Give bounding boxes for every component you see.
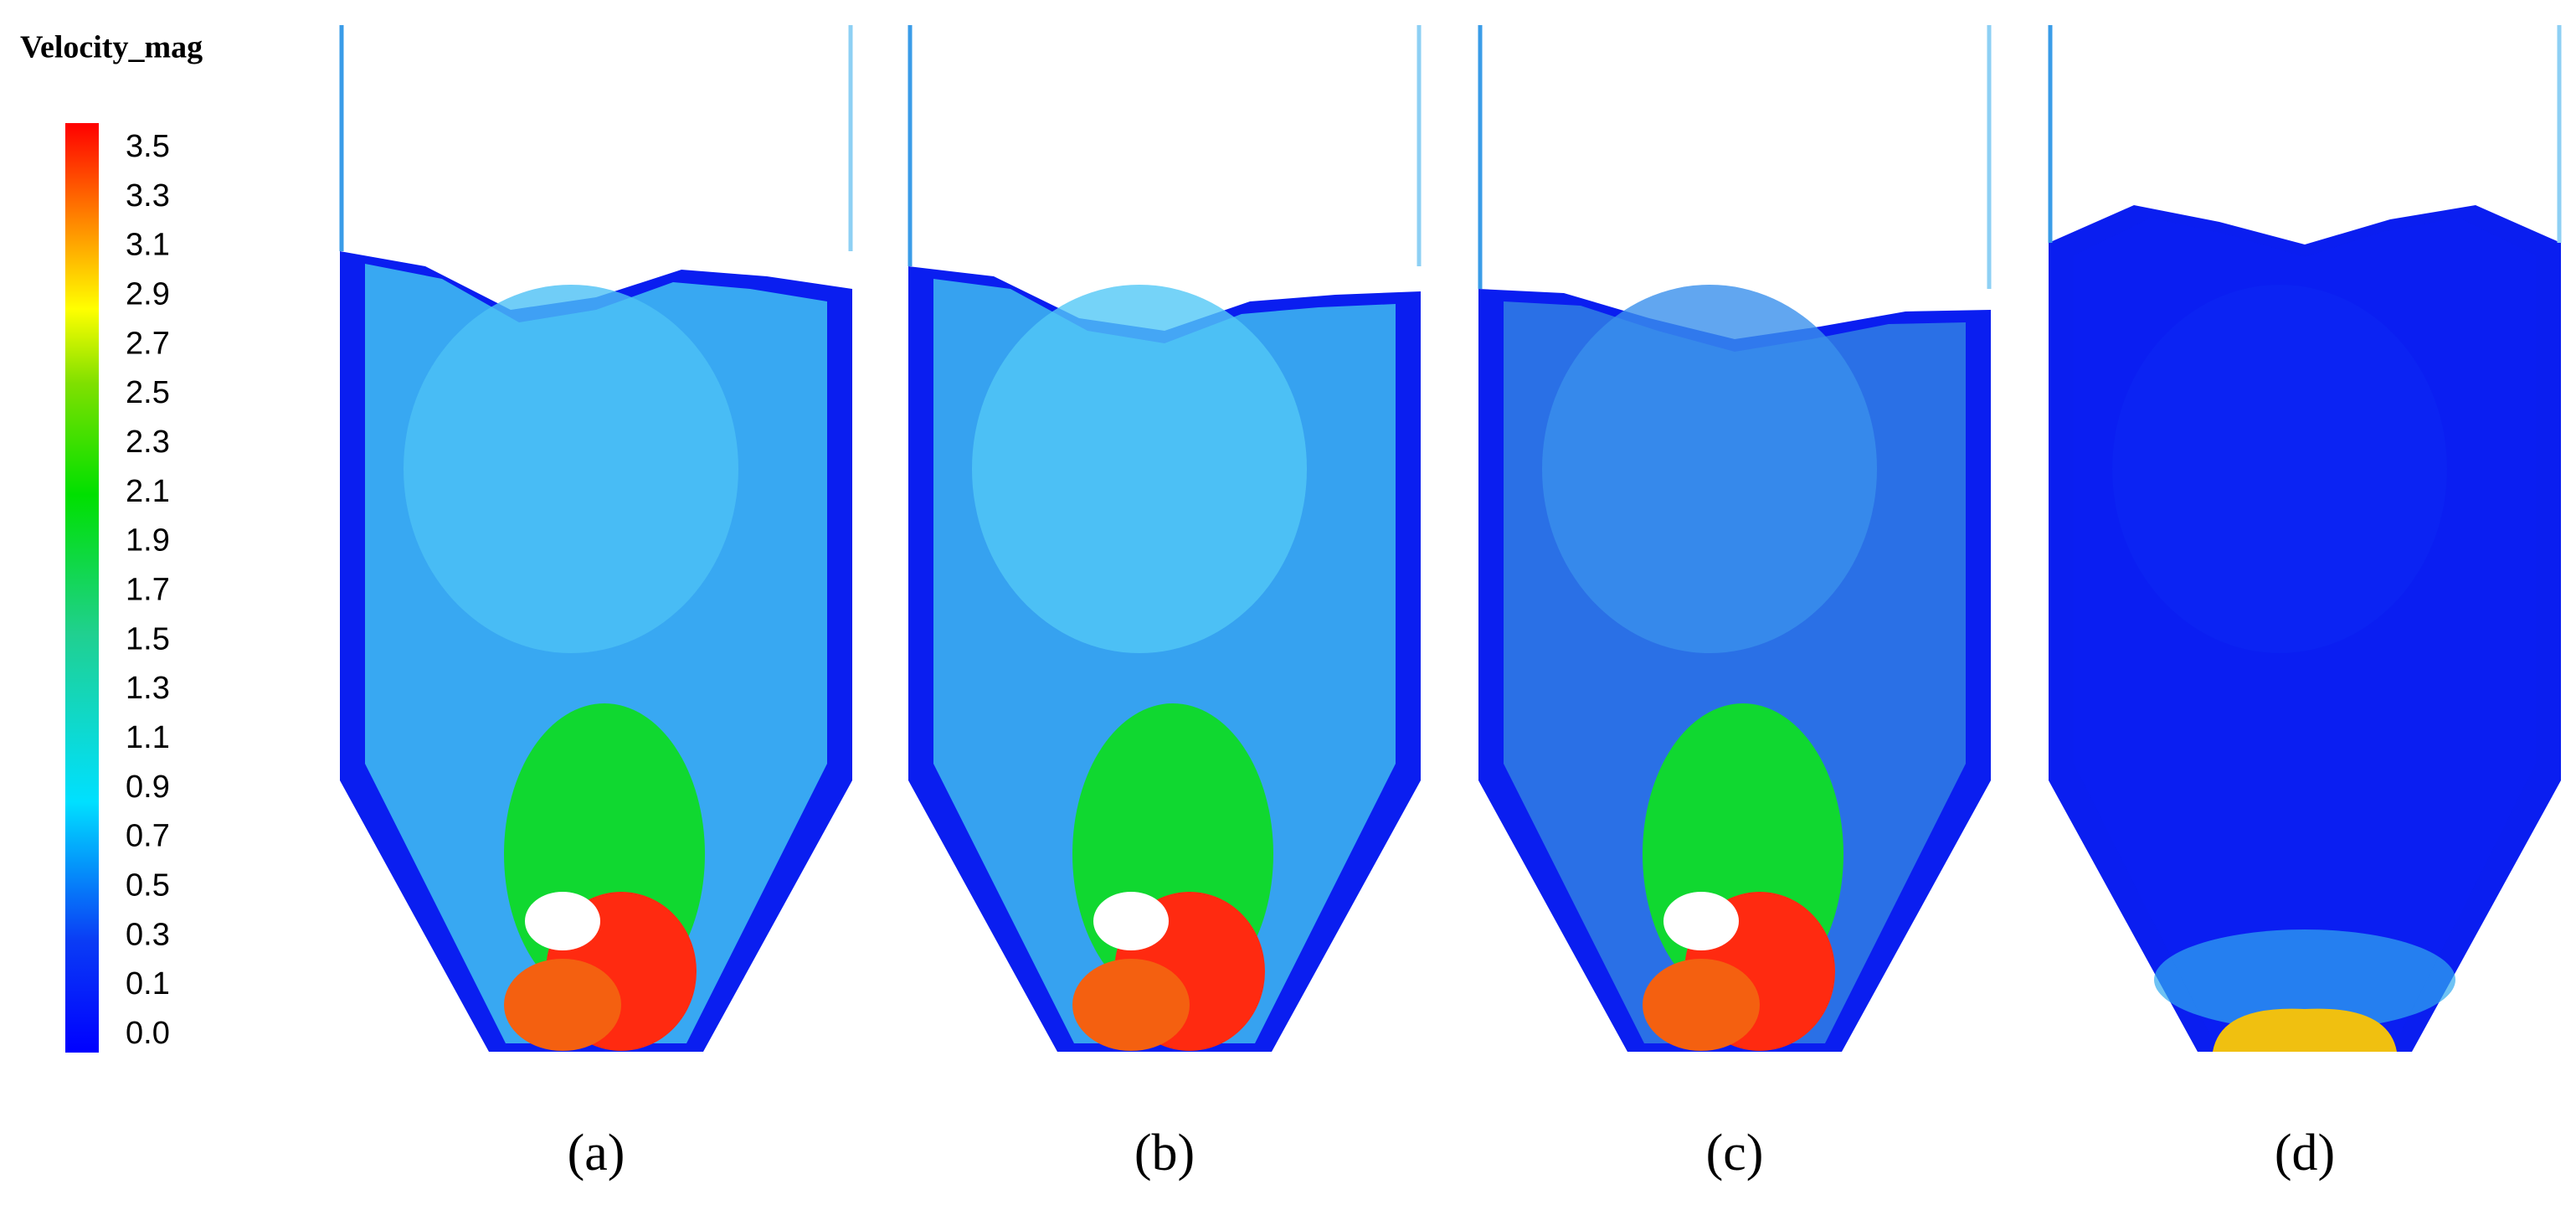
colorbar-label: 1.9: [126, 523, 170, 559]
colorbar: [65, 123, 99, 1053]
colorbar-label: 3.1: [126, 228, 170, 263]
panel-label: (c): [1706, 1125, 1764, 1182]
colorbar-label: 0.0: [126, 1016, 170, 1051]
flow-zone: [1643, 959, 1760, 1051]
silo-core-light: [1542, 285, 1877, 653]
panel-label: (b): [1134, 1125, 1195, 1182]
flow-zone: [1663, 892, 1739, 950]
colorbar-label: 2.1: [126, 474, 170, 509]
silo-core-light: [972, 285, 1307, 653]
flow-zone: [2154, 929, 2455, 1030]
colorbar-label: 1.1: [126, 720, 170, 755]
colorbar-label: 3.5: [126, 129, 170, 164]
silo-core-light: [404, 285, 738, 653]
colorbar-label: 2.7: [126, 326, 170, 361]
flow-zone: [2213, 1008, 2397, 1052]
colorbar-label: 1.7: [126, 573, 170, 608]
flow-zone: [525, 892, 600, 950]
panel-label: (d): [2275, 1125, 2335, 1182]
colorbar-label: 0.9: [126, 770, 170, 805]
colorbar-label: 3.3: [126, 178, 170, 214]
panels: (a) (b) (c) (d): [339, 25, 2562, 1182]
silo-core-light: [2112, 285, 2447, 653]
colorbar-label: 2.9: [126, 277, 170, 312]
colorbar-label: 1.3: [126, 671, 170, 706]
colorbar-label: 0.3: [126, 917, 170, 952]
colorbar-label: 2.3: [126, 425, 170, 460]
flow-zone: [504, 959, 621, 1051]
flow-zone: [1093, 892, 1169, 950]
colorbar-label: 0.5: [126, 868, 170, 904]
colorbar-title: Velocity_mag: [20, 30, 203, 65]
colorbar-label: 1.5: [126, 621, 170, 656]
flow-zone: [1072, 959, 1190, 1051]
colorbar-label: 0.7: [126, 819, 170, 854]
panel-label: (a): [568, 1125, 625, 1182]
colorbar-label: 0.1: [126, 966, 170, 1001]
colorbar-labels: 3.5 3.3 3.1 2.9 2.7 2.5 2.3 2.1 1.9 1.7 1.5 1.3 1.1 0…: [126, 129, 170, 1051]
colorbar-label: 2.5: [126, 375, 170, 410]
